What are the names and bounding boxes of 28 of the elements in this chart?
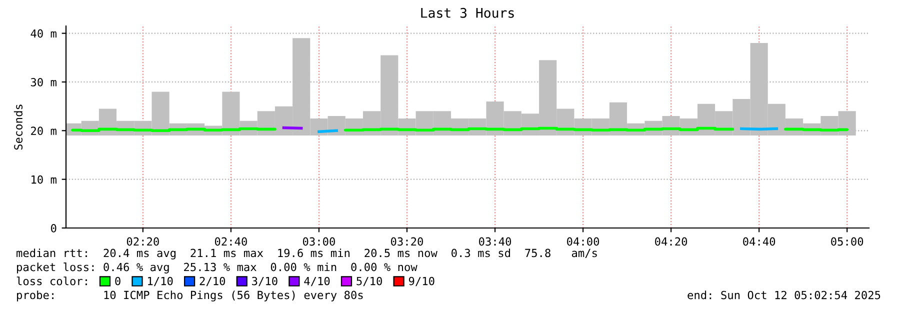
text: loss color: [16, 276, 87, 286]
x-tick-label: 03:40 [479, 237, 512, 246]
y-tick-label: 30 m [30, 78, 56, 86]
legend-label: 3/10 [252, 276, 278, 286]
text: packet loss: 0.46 % avg 25.13 % max 0.00 % min 0.00 % now [17, 262, 418, 274]
x-tick-label: 04:00 [567, 237, 600, 246]
x-tick-label: 03:20 [390, 237, 423, 246]
x-tick-label: 04:40 [743, 237, 776, 246]
text: median rtt: 20.4 ms avg 21.1 ms max 19.6 ms min 20.5 ms now 0.3 ms sd 75.8 am/s [16, 248, 597, 260]
legend-label: 4/10 [304, 276, 330, 286]
x-tick-label: 04:20 [655, 237, 688, 246]
y-tick-label: 20 m [31, 126, 56, 136]
text: probe: 10 ICMP Echo Pings (56 Bytes) every 80s [17, 290, 363, 302]
legend-label: 2/10 [200, 276, 226, 286]
x-tick-label: 03:00 [302, 237, 335, 246]
chart-title: Last 3 Hours [421, 8, 514, 18]
legend-label: 0 [115, 276, 120, 286]
x-tick-label: 02:40 [214, 237, 247, 246]
legend-label: 9/10 [408, 276, 434, 286]
y-tick-label: 10 m [32, 175, 56, 184]
y-tick-label: 0 [51, 224, 56, 232]
legend-label: 1/10 [148, 276, 173, 286]
y-tick-label: 40 m [30, 29, 56, 38]
legend-label: 5/10 [356, 276, 382, 286]
x-tick-label: 05:00 [831, 237, 864, 246]
text: end: Sun Oct 12 05:02:54 2025 [688, 290, 880, 300]
y-axis-title: Seconds [14, 104, 23, 150]
x-tick-label: 02:20 [126, 237, 159, 246]
